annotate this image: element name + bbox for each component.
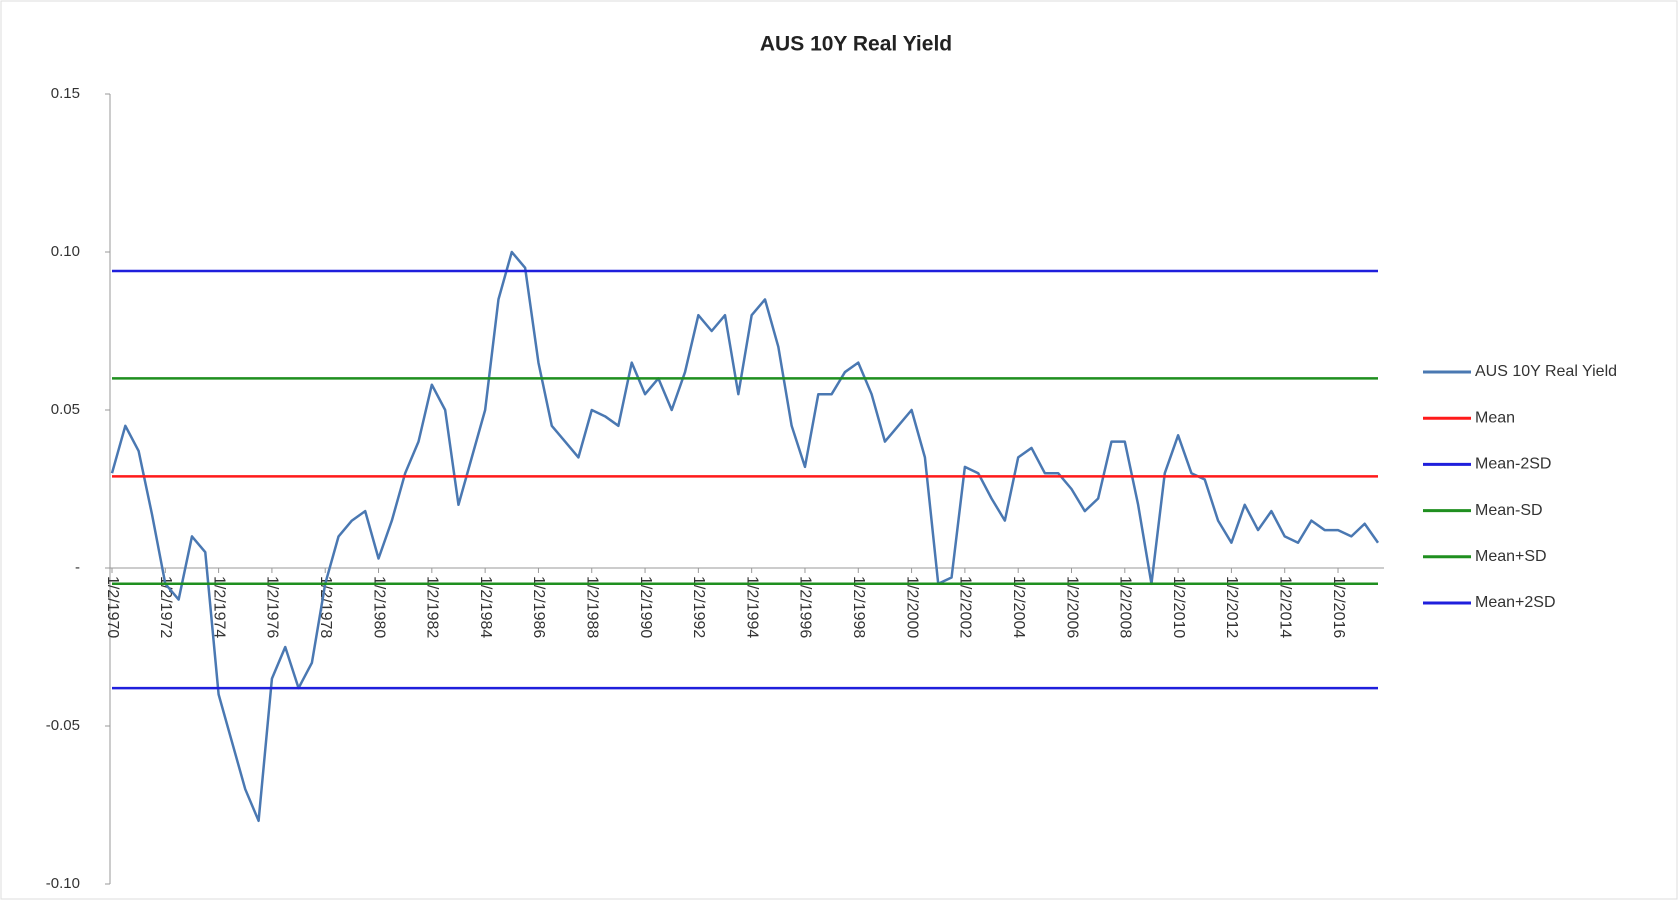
x-tick-label: 1/2/1970	[104, 576, 121, 638]
x-tick-label: 1/2/1992	[690, 576, 707, 638]
y-tick-label: -0.05	[46, 717, 80, 734]
x-tick-label: 1/2/1998	[850, 576, 867, 638]
x-tick-label: 1/2/1986	[530, 576, 547, 638]
x-tick-label: 1/2/1974	[210, 576, 227, 638]
legend-label: Mean-2SD	[1475, 456, 1551, 473]
y-tick-label: 0.15	[51, 85, 80, 102]
x-tick-label: 1/2/1982	[424, 576, 441, 638]
x-tick-label: 1/2/2014	[1276, 576, 1293, 638]
y-tick-label: 0.10	[51, 243, 80, 260]
x-tick-label: 1/2/1990	[637, 576, 654, 638]
y-tick-label: -0.10	[46, 875, 80, 892]
y-tick-label: -	[75, 559, 80, 576]
x-tick-label: 1/2/1988	[584, 576, 601, 638]
x-tick-label: 1/2/1996	[797, 576, 814, 638]
chart-title: AUS 10Y Real Yield	[760, 33, 952, 56]
legend-label: Mean-SD	[1475, 502, 1543, 519]
x-tick-label: 1/2/1972	[157, 576, 174, 638]
x-tick-label: 1/2/2008	[1117, 576, 1134, 638]
x-tick-label: 1/2/2016	[1330, 576, 1347, 638]
legend-label: AUS 10Y Real Yield	[1475, 363, 1617, 380]
x-tick-label: 1/2/1976	[264, 576, 281, 638]
x-tick-label: 1/2/1978	[317, 576, 334, 638]
x-tick-label: 1/2/2010	[1170, 576, 1187, 638]
x-tick-label: 1/2/1980	[370, 576, 387, 638]
x-tick-label: 1/2/2002	[957, 576, 974, 638]
legend-label: Mean	[1475, 409, 1515, 426]
legend-label: Mean+2SD	[1475, 594, 1556, 611]
x-tick-label: 1/2/1994	[743, 576, 760, 638]
x-tick-label: 1/2/1984	[477, 576, 494, 638]
y-tick-label: 0.05	[51, 401, 80, 418]
x-tick-label: 1/2/2000	[903, 576, 920, 638]
data-line	[110, 250, 1380, 823]
x-tick-label: 1/2/2006	[1063, 576, 1080, 638]
x-tick-label: 1/2/2012	[1223, 576, 1240, 638]
legend-label: Mean+SD	[1475, 548, 1547, 565]
x-tick-label: 1/2/2004	[1010, 576, 1027, 638]
